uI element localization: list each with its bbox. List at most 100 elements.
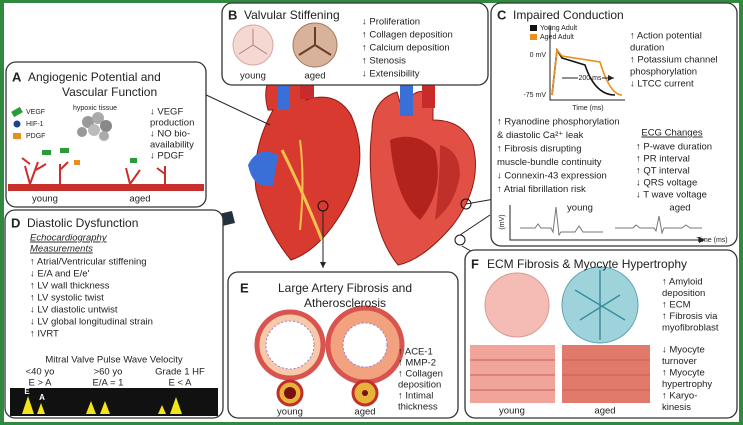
- label: Mitral Valve Pulse Wave Velocity: [45, 355, 183, 366]
- label: hypertrophy: [662, 379, 712, 390]
- label: thickness: [398, 402, 438, 413]
- label: ↑ LV systolic twist: [30, 293, 104, 304]
- label: ↑ IVRT: [30, 329, 59, 340]
- label: PDGF: [26, 133, 45, 140]
- label: young: [32, 194, 58, 205]
- label: ↑ LV wall thickness: [30, 281, 110, 292]
- label: E/A = 1: [93, 378, 124, 389]
- label: ↓ QRS voltage: [636, 178, 697, 189]
- label: ↓ NO bio-: [150, 129, 190, 140]
- label: >60 yo: [94, 367, 123, 378]
- label: ↓ LV global longitudinal strain: [30, 317, 153, 328]
- panel-e-art: [254, 305, 405, 407]
- label: Grade 1 HF: [155, 367, 205, 378]
- label: E > A: [29, 378, 53, 389]
- label: young: [499, 406, 525, 417]
- label: aged: [669, 203, 690, 214]
- label: aged: [354, 407, 375, 418]
- label: ↑ Ryanodine phosphorylation: [497, 117, 620, 128]
- panel-b: [221, 2, 489, 86]
- label: ↑ Stenosis: [362, 56, 406, 67]
- label: ↑ Collagen deposition: [362, 30, 453, 41]
- label: ↑ P-wave duration: [636, 142, 712, 153]
- label: Aged Adult: [540, 34, 574, 41]
- label: phosphorylation: [630, 67, 697, 78]
- label: ↓ E/A and E/e': [30, 269, 90, 280]
- panel-d: [4, 209, 224, 419]
- label: ECG Changes: [641, 128, 703, 139]
- label: production: [150, 118, 194, 129]
- label: availability: [150, 140, 194, 151]
- panel-d-art: [10, 388, 218, 416]
- label: ↓ LTCC current: [630, 79, 694, 90]
- label: ↓ PDGF: [150, 151, 184, 162]
- label: Diastolic Dysfunction: [27, 216, 138, 230]
- label: Valvular Stiffening: [244, 8, 340, 22]
- label: <40 yo: [26, 367, 55, 378]
- label: ↑ Potassium channel: [630, 55, 718, 66]
- label: ↑ Fibrosis via: [662, 311, 718, 322]
- label: young: [240, 71, 266, 82]
- label: B: [228, 7, 237, 22]
- label: E: [240, 280, 249, 295]
- label: ↓ T wave voltage: [636, 190, 707, 201]
- label: -75 mV: [523, 92, 546, 99]
- label: HIF-1: [26, 121, 44, 128]
- label: ↑ PR interval: [636, 154, 690, 165]
- label: & diastolic Ca²⁺ leak: [497, 130, 584, 141]
- label: ↑ Calcium deposition: [362, 43, 450, 54]
- label: ↑ Collagen: [398, 369, 443, 380]
- label: Vascular Function: [62, 85, 157, 99]
- label: hypoxic tissue: [73, 105, 117, 112]
- label: Large Artery Fibrosis and: [278, 281, 412, 295]
- label: ↑ Karyo-: [662, 391, 697, 402]
- panel-c-art: [509, 25, 705, 243]
- label: VEGF: [26, 109, 45, 116]
- label: Angiogenic Potential and: [28, 70, 161, 84]
- label: aged: [304, 71, 325, 82]
- label: E: [24, 387, 30, 396]
- label: aged: [129, 194, 150, 205]
- label: Impaired Conduction: [513, 8, 624, 22]
- label: ↑ Atrial/Ventricular stiffening: [30, 257, 147, 268]
- label: E < A: [169, 378, 193, 389]
- label: ↑ Intimal: [398, 391, 433, 402]
- label: C: [497, 7, 507, 22]
- label: duration: [630, 43, 664, 54]
- label: F: [471, 256, 479, 271]
- panel-c: [490, 2, 738, 247]
- label: young: [567, 203, 593, 214]
- label: ↑ ECM: [662, 300, 691, 311]
- label: (mV): [499, 214, 506, 229]
- label: A: [12, 69, 22, 84]
- label: muscle-bundle continuity: [497, 157, 602, 168]
- panel-a-art: [8, 106, 204, 191]
- label: ↑ Action potential: [630, 31, 702, 42]
- label: Measurements: [30, 244, 93, 255]
- label: deposition: [662, 288, 705, 299]
- label: ↑ QT interval: [636, 166, 690, 177]
- label: ↓ Myocyte: [662, 345, 705, 356]
- label: ↑ Amyloid: [662, 277, 703, 288]
- label: aged: [594, 406, 615, 417]
- label: myofibroblast: [662, 323, 719, 334]
- label: ↑ Myocyte: [662, 368, 705, 379]
- label: ↓ VEGF: [150, 107, 183, 118]
- label: ↑ Fibrosis disrupting: [497, 144, 581, 155]
- label: Atherosclerosis: [304, 296, 386, 310]
- label: ↑ ACE-1: [398, 347, 433, 358]
- panel-b-art: [232, 22, 338, 68]
- label: D: [11, 215, 20, 230]
- panel-f-art: [470, 266, 650, 403]
- label: ↓ Proliferation: [362, 17, 420, 28]
- label: A: [39, 393, 45, 402]
- label: ↑ MMP-2: [398, 358, 436, 369]
- label: Young Adult: [540, 25, 577, 32]
- label: kinesis: [662, 402, 691, 413]
- label: deposition: [398, 380, 441, 391]
- label: 200 ms: [579, 75, 602, 82]
- label: 0 mV: [530, 52, 547, 59]
- label: ECM Fibrosis & Myocyte Hypertrophy: [487, 257, 687, 271]
- label: ↓ Connexin-43 expression: [497, 171, 607, 182]
